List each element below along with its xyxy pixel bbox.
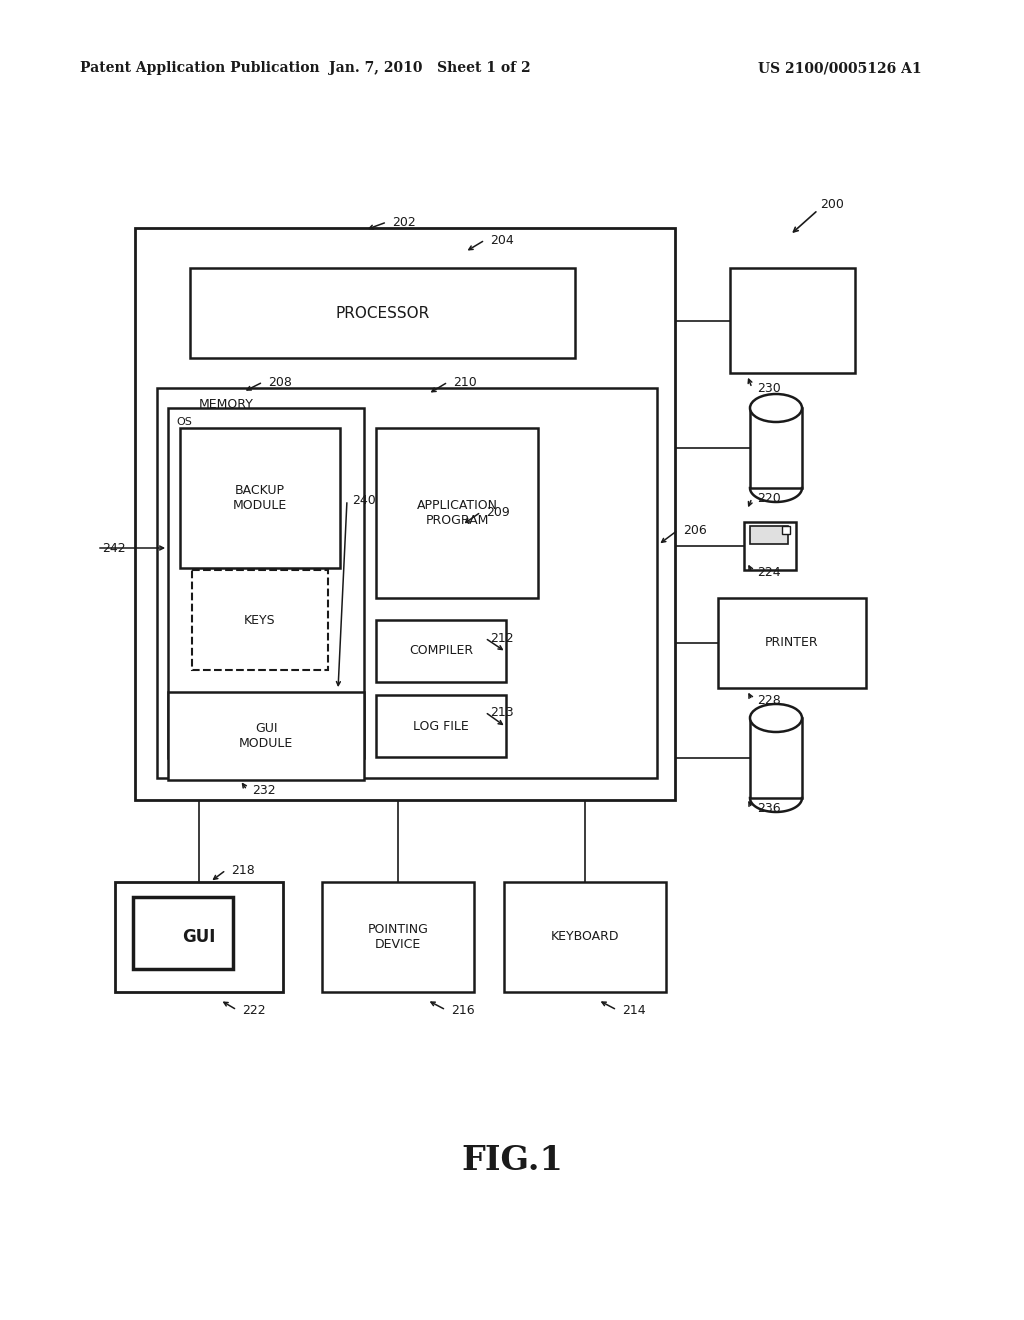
Bar — [376, 428, 538, 598]
Bar — [504, 882, 666, 993]
Text: 230: 230 — [757, 381, 780, 395]
Text: 206: 206 — [683, 524, 707, 536]
Text: PRINTER: PRINTER — [765, 636, 819, 649]
Text: COMPILER: COMPILER — [409, 644, 473, 657]
Bar — [718, 598, 866, 688]
Text: 216: 216 — [451, 1003, 475, 1016]
Text: 218: 218 — [231, 863, 255, 876]
Bar — [744, 521, 796, 570]
Bar — [782, 525, 790, 535]
Bar — [135, 228, 675, 800]
Ellipse shape — [750, 704, 802, 733]
Text: 213: 213 — [490, 705, 514, 718]
Text: POINTING
DEVICE: POINTING DEVICE — [368, 923, 428, 950]
Bar — [322, 882, 474, 993]
Bar — [193, 570, 328, 671]
Text: 202: 202 — [392, 215, 416, 228]
Bar — [376, 696, 506, 756]
Text: 210: 210 — [453, 375, 477, 388]
Text: MEMORY: MEMORY — [199, 397, 254, 411]
Bar — [115, 882, 283, 993]
Text: US 2100/0005126 A1: US 2100/0005126 A1 — [758, 61, 922, 75]
Text: FIG.1: FIG.1 — [461, 1143, 563, 1176]
Text: 236: 236 — [757, 801, 780, 814]
Text: 214: 214 — [622, 1003, 645, 1016]
Text: GUI: GUI — [182, 928, 216, 946]
Text: KEYBOARD: KEYBOARD — [551, 931, 620, 944]
Bar — [168, 692, 364, 780]
Text: 204: 204 — [490, 234, 514, 247]
Text: OS: OS — [176, 417, 191, 426]
Bar — [157, 388, 657, 777]
Bar — [168, 408, 364, 758]
Text: 200: 200 — [820, 198, 844, 211]
Text: APPLICATION
PROGRAM: APPLICATION PROGRAM — [417, 499, 498, 527]
Bar — [180, 428, 340, 568]
Text: BACKUP
MODULE: BACKUP MODULE — [232, 484, 287, 512]
Bar — [750, 718, 802, 799]
Text: 220: 220 — [757, 491, 780, 504]
Text: Patent Application Publication: Patent Application Publication — [80, 61, 319, 75]
Text: 209: 209 — [486, 506, 510, 519]
Text: Jan. 7, 2010   Sheet 1 of 2: Jan. 7, 2010 Sheet 1 of 2 — [329, 61, 530, 75]
Bar — [190, 268, 575, 358]
Ellipse shape — [750, 393, 802, 422]
Bar — [730, 268, 855, 374]
Bar — [750, 408, 802, 488]
Text: PROCESSOR: PROCESSOR — [336, 305, 430, 321]
Text: 228: 228 — [757, 693, 780, 706]
Bar — [376, 620, 506, 682]
Text: KEYS: KEYS — [244, 614, 275, 627]
Bar — [750, 525, 788, 544]
Bar — [133, 898, 233, 969]
Text: GUI
MODULE: GUI MODULE — [239, 722, 293, 750]
Text: 222: 222 — [242, 1003, 265, 1016]
Text: 240: 240 — [352, 494, 376, 507]
Text: 208: 208 — [268, 375, 292, 388]
Text: 242: 242 — [102, 541, 126, 554]
Text: 224: 224 — [757, 565, 780, 578]
Text: 212: 212 — [490, 631, 514, 644]
Text: LOG FILE: LOG FILE — [413, 719, 469, 733]
Text: 232: 232 — [252, 784, 275, 796]
